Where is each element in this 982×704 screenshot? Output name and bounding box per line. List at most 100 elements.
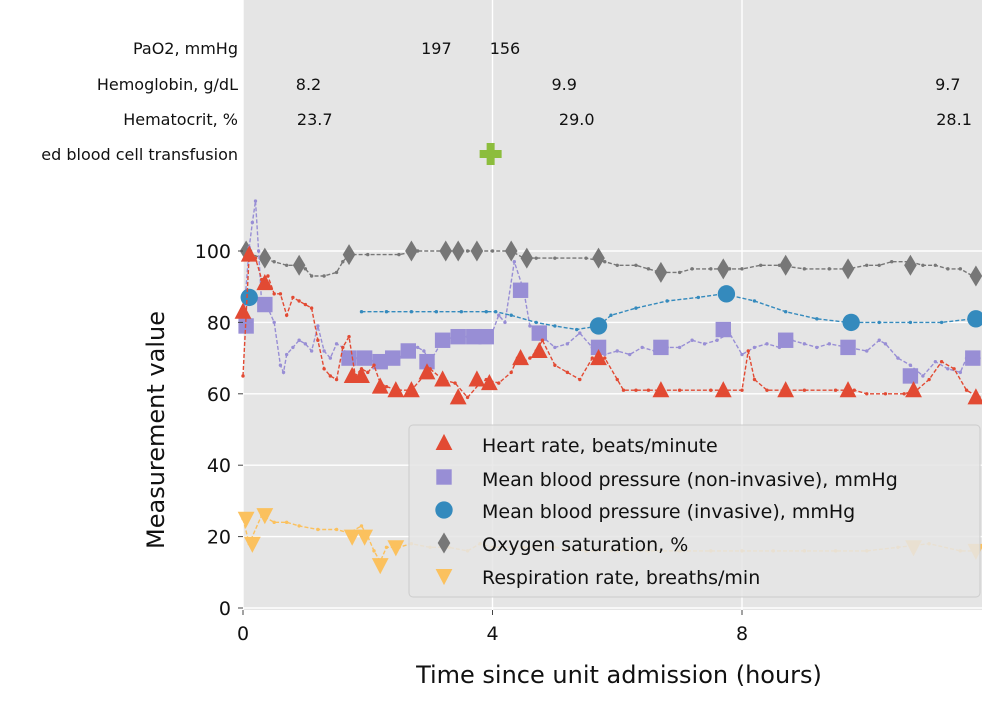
series-dot-ibp xyxy=(696,295,701,300)
legend-marker-ibp xyxy=(435,501,453,519)
series-dot-ibp xyxy=(493,309,498,314)
data-marker-heart-rate xyxy=(449,388,467,405)
series-oxygen-saturation xyxy=(239,240,982,287)
series-dot-nibp xyxy=(565,342,570,346)
series-dot-oxygen-saturation xyxy=(677,270,682,275)
lab-row-label: ed blood cell transfusion xyxy=(41,145,238,164)
axes: 0 20 40 60 80 100 0 4 8 xyxy=(195,241,748,645)
series-dot-nibp xyxy=(334,342,339,346)
series-dot-ibp xyxy=(665,299,669,303)
series-dot-nibp xyxy=(281,370,286,375)
x-axis-title: Time since unit admission (hours) xyxy=(415,661,822,689)
series-dot-heart-rate xyxy=(964,388,969,392)
series-dot-heart-rate xyxy=(278,292,283,296)
data-marker-ibp xyxy=(589,317,608,335)
series-dot-nibp xyxy=(883,342,888,346)
data-marker-oxygen-saturation xyxy=(342,244,356,266)
series-dot-oxygen-saturation xyxy=(615,263,619,267)
legend-label-oxygen-saturation: Oxygen saturation, % xyxy=(482,534,688,556)
series-dot-respiration-rate xyxy=(297,524,301,528)
data-marker-heart-rate xyxy=(256,274,274,291)
series-dot-ibp xyxy=(783,309,788,314)
series-dot-oxygen-saturation xyxy=(341,260,345,264)
series-dot-oxygen-saturation xyxy=(553,256,557,260)
lab-value: 9.9 xyxy=(552,75,577,94)
lab-value: 23.7 xyxy=(297,110,333,129)
series-dot-nibp xyxy=(253,199,258,203)
data-marker-oxygen-saturation xyxy=(405,240,418,262)
data-marker-nibp xyxy=(715,321,731,338)
lab-value: 28.1 xyxy=(936,110,972,129)
series-dot-oxygen-saturation xyxy=(690,267,694,271)
legend-markers xyxy=(435,433,453,586)
series-dot-ibp xyxy=(459,309,464,314)
series-dot-nibp xyxy=(640,345,644,350)
series-dot-heart-rate xyxy=(565,370,570,375)
series-dot-nibp xyxy=(615,349,619,353)
series-dot-nibp xyxy=(765,342,769,346)
data-marker-oxygen-saturation xyxy=(904,254,917,276)
series-dot-nibp xyxy=(272,320,276,325)
series-dot-heart-rate xyxy=(952,367,956,371)
series-dot-nibp xyxy=(503,320,507,325)
data-marker-ibp xyxy=(717,285,736,303)
data-marker-nibp xyxy=(356,350,373,366)
data-marker-respiration-rate xyxy=(237,511,255,528)
series-dot-ibp xyxy=(384,309,389,314)
data-marker-heart-rate xyxy=(714,381,732,398)
series-dot-oxygen-saturation xyxy=(634,263,638,267)
data-marker-heart-rate xyxy=(234,302,252,319)
series-dot-respiration-rate xyxy=(334,527,339,532)
series-dot-nibp xyxy=(328,356,333,360)
data-marker-heart-rate xyxy=(353,366,370,383)
series-dot-heart-rate xyxy=(621,388,626,392)
series-dot-heart-rate xyxy=(384,384,389,389)
y-tick-label: 0 xyxy=(219,598,231,620)
series-ibp xyxy=(240,285,982,335)
series-dot-nibp xyxy=(877,338,881,342)
legend-label-respiration-rate: Respiration rate, breaths/min xyxy=(482,567,760,589)
series-dot-oxygen-saturation xyxy=(309,274,314,278)
data-marker-oxygen-saturation xyxy=(716,258,730,280)
series-dot-nibp xyxy=(291,345,295,350)
legend-marker-respiration-rate xyxy=(435,569,453,586)
series-dot-heart-rate xyxy=(865,392,869,396)
series-dot-nibp xyxy=(528,324,532,328)
series-dot-heart-rate xyxy=(615,377,619,382)
data-marker-oxygen-saturation xyxy=(969,265,982,287)
lab-value: 156 xyxy=(490,39,521,58)
data-marker-nibp xyxy=(653,339,669,356)
series-dot-oxygen-saturation xyxy=(397,252,401,257)
series-dot-ibp xyxy=(752,299,757,303)
series-dot-oxygen-saturation xyxy=(584,256,588,260)
data-marker-nibp xyxy=(257,296,273,313)
data-marker-heart-rate xyxy=(387,381,405,398)
series-dot-nibp xyxy=(815,345,819,350)
series-heart-rate xyxy=(234,245,982,405)
data-marker-heart-rate xyxy=(530,341,548,358)
y-tick-label: 20 xyxy=(207,527,231,549)
series-dot-nibp xyxy=(896,356,900,360)
data-marker-respiration-rate xyxy=(371,558,389,575)
data-marker-heart-rate xyxy=(403,381,420,398)
series-dot-heart-rate xyxy=(284,313,289,317)
data-marker-oxygen-saturation xyxy=(239,240,253,262)
transfusion-marker xyxy=(479,143,502,165)
data-marker-oxygen-saturation xyxy=(654,261,668,283)
series-dot-heart-rate xyxy=(590,356,594,360)
series-dot-respiration-rate xyxy=(384,545,389,550)
series-dot-oxygen-saturation xyxy=(603,260,607,264)
data-marker-oxygen-saturation xyxy=(841,258,855,280)
series-dot-oxygen-saturation xyxy=(490,249,495,253)
series-dot-heart-rate xyxy=(241,374,245,378)
series-dot-heart-rate xyxy=(453,381,457,385)
legend-marker-oxygen-saturation xyxy=(437,532,451,554)
series-dot-heart-rate xyxy=(341,345,345,350)
x-tick-label: 4 xyxy=(486,623,498,645)
y-tick-label: 80 xyxy=(207,312,231,334)
series-dot-heart-rate xyxy=(746,349,750,353)
series-dot-heart-rate xyxy=(765,388,769,392)
series-dot-oxygen-saturation xyxy=(958,267,963,271)
data-marker-oxygen-saturation xyxy=(258,247,272,269)
series-dot-ibp xyxy=(877,320,881,325)
